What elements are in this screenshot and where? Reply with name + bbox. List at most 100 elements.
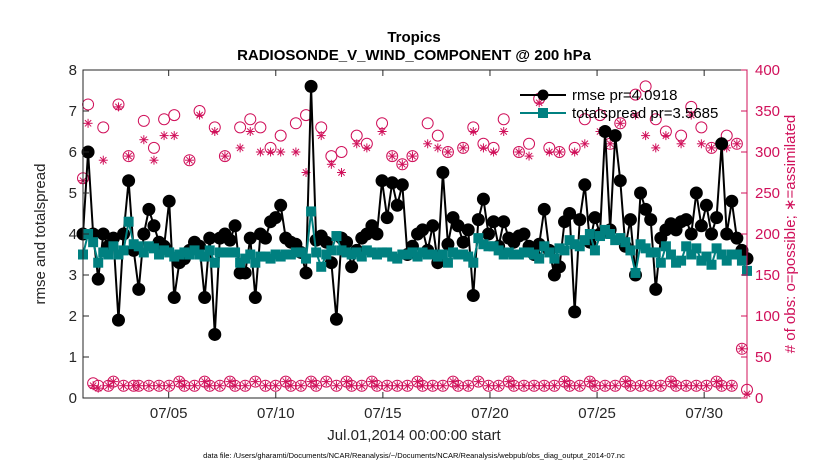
rmse-point (568, 305, 582, 319)
totalspread-point (295, 247, 306, 258)
rmse-point (497, 215, 511, 229)
obs-possible-point (497, 113, 510, 126)
obs-assimilated-point (696, 139, 706, 149)
x-tick-label: 07/25 (578, 405, 616, 422)
obs-assimilated-stroke (581, 140, 589, 148)
totalspread-point (665, 249, 676, 260)
obs-assimilated-stroke (165, 382, 173, 390)
obs-possible-point (426, 379, 439, 392)
obs-assimilated-point (438, 381, 448, 391)
y-right-tick-label: 100 (755, 308, 780, 325)
obs-assimilated-stroke (601, 382, 609, 390)
totalspread-point (544, 247, 555, 258)
obs-assimilated-stroke (322, 378, 330, 386)
obs-possible-point (330, 379, 343, 392)
rmse-point (132, 282, 146, 296)
obs-possible-point (213, 379, 226, 392)
obs-assimilated-point (306, 377, 316, 387)
totalspread-point (356, 251, 367, 262)
obs-assimilated-stroke (505, 378, 513, 386)
obs-possible-point (254, 121, 267, 134)
obs-possible-point (147, 141, 160, 154)
rmse-point (370, 227, 384, 241)
obs-assimilated-point (453, 381, 463, 391)
obs-assimilated-point (179, 381, 189, 391)
obs-assimilated-stroke (89, 382, 97, 390)
rmse-point (634, 186, 648, 200)
obs-assimilated-point (382, 381, 392, 391)
obs-assimilated-point (625, 381, 635, 391)
rmse-point (466, 289, 480, 302)
obs-possible-point (163, 379, 176, 392)
obs-assimilated-point (266, 147, 276, 157)
totalspread-point (701, 251, 712, 262)
obs-assimilated-stroke (702, 382, 710, 390)
y-axis-right-label: # of obs: o=possible; ∗=assimilated (782, 115, 799, 354)
rmse-point (613, 174, 627, 188)
totalspread-point (468, 257, 479, 268)
obs-assimilated-point (514, 147, 524, 157)
obs-possible-point (512, 146, 525, 158)
obs-assimilated-stroke (550, 382, 558, 390)
obs-assimilated-stroke (135, 382, 143, 390)
obs-possible-point (218, 150, 231, 163)
obs-assimilated-point (534, 98, 544, 108)
obs-possible-point (234, 121, 247, 134)
obs-possible-point (158, 113, 171, 126)
obs-possible-point (634, 379, 647, 392)
totalspread-point (681, 241, 692, 252)
obs-assimilated-stroke (667, 378, 675, 386)
totalspread-point (655, 257, 666, 268)
obs-assimilated-point (169, 131, 179, 141)
obs-possible-point (629, 88, 642, 101)
obs-assimilated-point (676, 139, 686, 149)
obs-assimilated-point (605, 139, 615, 149)
obs-possible-point (239, 379, 252, 392)
obs-assimilated-point (727, 381, 737, 391)
rmse-point (137, 227, 151, 241)
obs-possible-point (599, 379, 612, 392)
obs-assimilated-point (205, 381, 215, 391)
obs-assimilated-point (372, 381, 382, 391)
obs-assimilated-stroke (652, 144, 660, 152)
obs-assimilated-point (347, 381, 357, 391)
totalspread-point (209, 257, 220, 268)
legend: rmse pr=4.0918 totalspread pr=3.5685 (520, 87, 718, 122)
y-right-tick-label: 50 (755, 349, 772, 366)
totalspread-point (103, 249, 114, 260)
obs-assimilated-stroke (616, 119, 624, 127)
rmse-point (198, 291, 212, 305)
obs-assimilated-point (681, 381, 691, 391)
totalspread-point (706, 259, 717, 270)
rmse-point (481, 227, 495, 241)
obs-assimilated-point (458, 143, 468, 153)
obs-assimilated-stroke (454, 382, 462, 390)
obs-assimilated-stroke (236, 144, 244, 152)
obs-assimilated-stroke (626, 382, 634, 390)
obs-assimilated-stroke (718, 382, 726, 390)
obs-possible-point (289, 117, 302, 130)
rmse-point (299, 266, 313, 280)
legend-totalspread-marker (538, 108, 548, 118)
obs-assimilated-point (83, 118, 93, 128)
totalspread-point (595, 231, 606, 242)
obs-possible-point (690, 379, 703, 392)
obs-assimilated-point (240, 381, 250, 391)
obs-assimilated-point (585, 377, 595, 387)
obs-assimilated-stroke (185, 156, 193, 164)
obs-assimilated-point (499, 127, 509, 136)
obs-possible-point (117, 379, 130, 392)
obs-possible-point (594, 109, 607, 122)
obs-possible-point (355, 379, 368, 392)
obs-assimilated-point (701, 381, 711, 391)
obs-assimilated-stroke (226, 378, 234, 386)
obs-assimilated-stroke (515, 148, 523, 156)
obs-assimilated-point (448, 377, 458, 387)
rmse-point (269, 211, 283, 225)
obs-assimilated-stroke (358, 382, 366, 390)
obs-possible-point (649, 113, 662, 126)
totalspread-point (133, 241, 144, 252)
totalspread-point (716, 249, 727, 260)
obs-assimilated-stroke (398, 160, 406, 168)
totalspread-point (93, 257, 104, 268)
